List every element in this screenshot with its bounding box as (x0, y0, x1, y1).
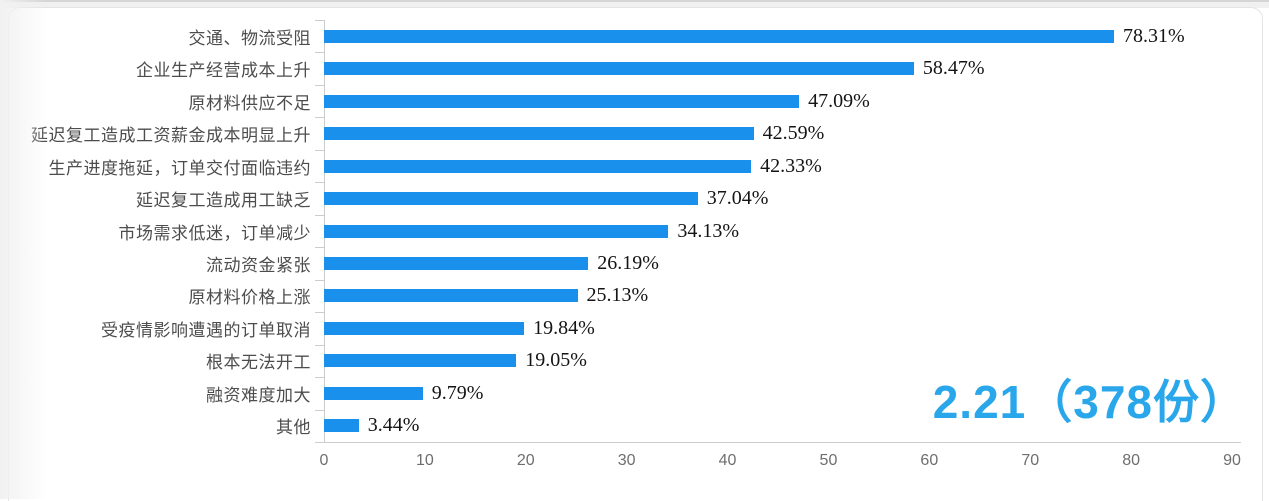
chart-card (8, 7, 1263, 501)
bar-zone: 58.47% (324, 52, 1232, 84)
category-label: 融资难度加大 (206, 385, 311, 405)
bar-row: 延迟复工造成用工缺乏 37.04% (0, 182, 1232, 214)
category-label: 其他 (276, 418, 311, 438)
category-label: 延迟复工造成用工缺乏 (136, 191, 311, 211)
value-label: 3.44% (367, 414, 420, 437)
bar (324, 62, 914, 76)
value-label: 42.59% (762, 122, 825, 145)
bar-zone: 19.84% (324, 312, 1232, 344)
bar-chart: 交通、物流受阻 78.31% 企业生产经营成本上升 58.47% 原材料供应不足… (0, 20, 1232, 442)
y-axis-tick-mark (315, 117, 324, 119)
annotation-respondents: 2.21（378份） (932, 376, 1247, 428)
x-axis-line (324, 442, 1241, 443)
bar-zone: 42.33% (324, 150, 1232, 182)
bar (324, 289, 578, 303)
bar-zone: 78.31% (324, 20, 1232, 52)
category-label: 受疫情影响遭遇的订单取消 (101, 320, 311, 340)
bar-zone: 26.19% (324, 247, 1232, 279)
category-label: 原材料价格上涨 (188, 288, 311, 308)
bar (324, 354, 517, 368)
y-axis-tick-mark (315, 20, 324, 21)
bar-zone: 19.05% (324, 345, 1232, 377)
x-axis-tick-label: 50 (819, 452, 838, 469)
value-label: 26.19% (597, 252, 659, 275)
value-label: 47.09% (808, 89, 870, 112)
category-label: 市场需求低迷，订单减少 (118, 223, 311, 243)
bar (324, 419, 359, 433)
value-label: 9.79% (431, 381, 484, 404)
bar-row: 受疫情影响遭遇的订单取消 19.84% (0, 312, 1232, 344)
bar-zone: 34.13% (324, 215, 1232, 247)
value-label: 37.04% (706, 187, 769, 210)
value-label: 19.84% (533, 316, 595, 339)
y-axis-tick-mark (315, 149, 324, 151)
x-axis-tick-label: 20 (516, 452, 535, 469)
bar-zone: 25.13% (324, 280, 1232, 312)
x-axis-tick-label: 30 (617, 452, 636, 469)
y-axis-tick-mark (315, 279, 324, 281)
bar-row: 交通、物流受阻 78.31% (0, 20, 1232, 52)
x-axis-tick-labels: 0 10 20 30 40 50 60 70 80 90 (320, 452, 1241, 482)
x-axis-tick-label: 80 (1122, 452, 1141, 469)
y-axis-tick-mark (315, 442, 324, 443)
category-label: 延迟复工造成工资薪金成本明显上升 (31, 126, 311, 146)
value-label: 25.13% (586, 284, 649, 307)
x-axis-tick-label: 90 (1223, 452, 1241, 469)
x-axis-tick-label: 60 (920, 452, 939, 469)
category-label: 交通、物流受阻 (188, 28, 311, 48)
category-label: 原材料供应不足 (188, 93, 311, 113)
bar-row: 企业生产经营成本上升 58.47% (0, 52, 1232, 84)
bar-zone: 3.44% (324, 410, 1232, 442)
page-top-strip (0, 0, 1269, 8)
value-label: 34.13% (677, 219, 739, 242)
bar (324, 94, 800, 108)
bar-zone: 37.04% (324, 182, 1232, 214)
bar-row: 原材料价格上涨 25.13% (0, 280, 1232, 312)
y-axis-tick-mark (315, 312, 324, 314)
bar-row: 原材料供应不足 47.09% (0, 85, 1232, 117)
bar-row: 生产进度拖延，订单交付面临违约 42.33% (0, 150, 1232, 182)
bar (324, 257, 589, 271)
bar (324, 29, 1115, 43)
x-axis-tick-label: 0 (319, 452, 329, 469)
y-axis-tick-mark (315, 214, 324, 216)
bar-row: 延迟复工造成工资薪金成本明显上升 42.59% (0, 117, 1232, 149)
value-label: 42.33% (760, 154, 822, 177)
y-axis-tick-mark (315, 344, 324, 346)
category-label: 企业生产经营成本上升 (136, 61, 311, 81)
bar (324, 127, 754, 141)
bar (324, 159, 752, 173)
y-axis-tick-mark (315, 182, 324, 184)
bar-zone: 42.59% (324, 117, 1232, 149)
category-label: 生产进度拖延，订单交付面临违约 (48, 158, 311, 178)
y-axis-tick-mark (315, 247, 324, 249)
bar-row: 融资难度加大 9.79% (0, 377, 1232, 409)
y-axis-tick-mark (315, 409, 324, 411)
bar-row: 根本无法开工 19.05% (0, 345, 1232, 377)
x-axis-tick-label: 10 (415, 452, 434, 469)
bar-row: 流动资金紧张 26.19% (0, 247, 1232, 279)
bar-row: 市场需求低迷，订单减少 34.13% (0, 215, 1232, 247)
value-label: 78.31% (1123, 24, 1185, 47)
bar (324, 386, 423, 400)
y-axis-tick-mark (315, 84, 324, 86)
bar-zone: 47.09% (324, 85, 1232, 117)
bar (324, 321, 525, 335)
bar-zone: 9.79% (324, 377, 1232, 409)
bar (324, 224, 669, 238)
y-axis-tick-mark (315, 377, 324, 379)
x-axis-tick-label: 40 (718, 452, 737, 469)
y-axis-tick-mark (315, 52, 324, 54)
value-label: 58.47% (922, 57, 985, 80)
x-axis-tick-label: 70 (1021, 452, 1040, 469)
bar (324, 192, 698, 206)
category-label: 流动资金紧张 (206, 256, 311, 276)
value-label: 19.05% (525, 349, 587, 372)
category-label: 根本无法开工 (206, 353, 311, 373)
bar-row: 其他 3.44% (0, 410, 1232, 442)
